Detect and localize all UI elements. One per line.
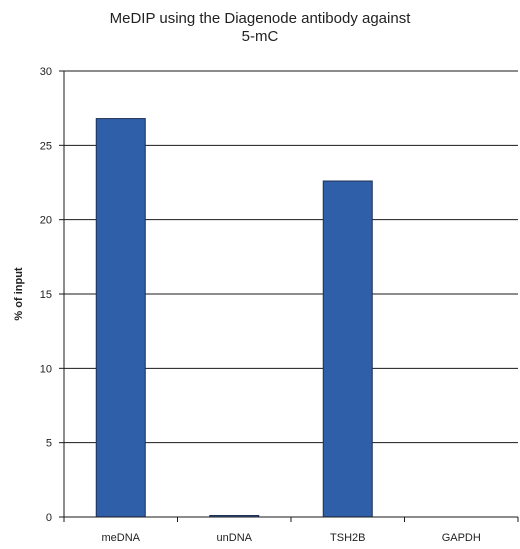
y-tick-label: 10 bbox=[40, 363, 52, 375]
chart-title-line-2: 5-mC bbox=[241, 28, 279, 45]
x-tick-labels: meDNA unDNA TSH2B GAPDH bbox=[101, 532, 480, 544]
x-tick-label: TSH2B bbox=[330, 532, 365, 544]
bar-medna bbox=[95, 118, 146, 518]
y-tick-label: 30 bbox=[40, 66, 52, 78]
y-axis-label: % of input bbox=[13, 267, 25, 320]
y-tick-label: 25 bbox=[40, 140, 52, 152]
chart-title: MeDIP using the Diagenode antibody again… bbox=[109, 10, 411, 27]
y-tick-label: 15 bbox=[40, 289, 52, 301]
x-tick-label: GAPDH bbox=[442, 532, 481, 544]
y-tick-label: 20 bbox=[40, 215, 52, 227]
y-tick-label: 0 bbox=[46, 512, 52, 524]
x-tick-label: unDNA bbox=[217, 532, 253, 544]
axes bbox=[59, 70, 519, 522]
bar-tsh2b bbox=[322, 180, 373, 518]
x-tick-label: meDNA bbox=[101, 532, 140, 544]
y-tick-label: 5 bbox=[46, 438, 52, 450]
y-tick-labels: 0 5 10 15 20 25 30 bbox=[40, 66, 52, 524]
bars bbox=[95, 118, 373, 518]
